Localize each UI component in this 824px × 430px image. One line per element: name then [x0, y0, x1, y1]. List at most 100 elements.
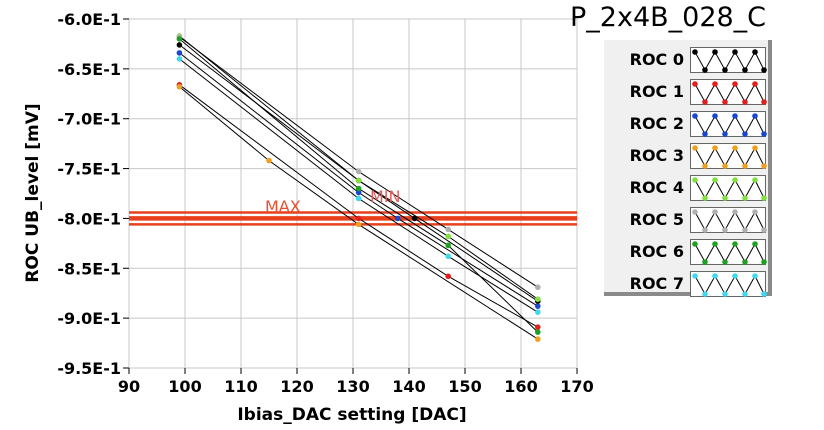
legend-marker — [761, 195, 767, 201]
legend-label: ROC 6 — [629, 242, 684, 261]
series-roc-5 — [176, 34, 541, 291]
data-point — [355, 189, 362, 196]
threshold-lines — [129, 211, 577, 226]
legend-marker — [702, 67, 708, 73]
legend-item: ROC 5 — [604, 204, 772, 236]
data-point — [445, 273, 452, 280]
legend-marker — [752, 241, 758, 247]
legend-marker — [692, 49, 698, 55]
legend-item: ROC 3 — [604, 140, 772, 172]
legend-marker — [742, 259, 748, 265]
series-roc-3 — [176, 84, 541, 342]
legend-marker — [692, 209, 698, 215]
legend-swatch — [690, 207, 767, 233]
legend-label: ROC 1 — [629, 82, 684, 101]
legend-marker — [702, 163, 708, 169]
series-roc-2 — [176, 50, 541, 309]
legend-marker — [752, 273, 758, 279]
legend-marker — [702, 195, 708, 201]
legend-marker — [742, 195, 748, 201]
data-point — [535, 296, 541, 302]
legend-marker — [742, 67, 748, 73]
legend-marker — [752, 209, 758, 215]
legend-swatch — [690, 175, 767, 201]
legend-marker — [761, 227, 767, 233]
legend-marker — [712, 113, 718, 119]
legend-marker — [722, 99, 728, 105]
chart-title: P_2x4B_028_C — [570, 2, 767, 33]
legend-marker — [732, 241, 738, 247]
data-point — [535, 329, 541, 335]
y-axis: -6.0E-1 -6.5E-1 -7.0E-1 -7.5E-1 -8.0E-1 -8.5E… — [57, 10, 129, 378]
legend-line — [694, 274, 765, 296]
legend-item: ROC 4 — [604, 172, 772, 204]
legend-label: ROC 3 — [629, 146, 684, 165]
x-tick-label: 170 — [560, 377, 593, 396]
legend-marker — [752, 49, 758, 55]
data-point — [355, 185, 362, 192]
legend-marker — [702, 259, 708, 265]
legend-line — [694, 50, 765, 72]
legend-swatch — [690, 271, 767, 297]
legend-marker — [722, 67, 728, 73]
series-line — [179, 44, 539, 302]
legend-swatch — [690, 239, 767, 265]
series-roc-1 — [176, 82, 541, 330]
legend-marker — [742, 227, 748, 233]
data-point — [535, 336, 541, 342]
legend-item: ROC 7 — [604, 268, 772, 300]
y-tick-label: -8.0E-1 — [57, 209, 121, 228]
x-tick-label: 120 — [280, 377, 313, 396]
legend-marker — [761, 163, 767, 169]
y-tick-label: -9.0E-1 — [57, 309, 121, 328]
legend-marker — [722, 195, 728, 201]
legend-marker — [712, 145, 718, 151]
legend-swatch — [690, 111, 767, 137]
series-roc-6 — [176, 36, 541, 335]
legend-marker — [722, 131, 728, 137]
legend-marker — [702, 99, 708, 105]
legend-label: ROC 2 — [629, 114, 684, 133]
x-tick-label: 150 — [448, 377, 481, 396]
legend-marker — [722, 259, 728, 265]
legend-line — [694, 114, 765, 136]
data-point — [445, 226, 452, 233]
legend-line — [694, 178, 765, 200]
legend-item: ROC 2 — [604, 108, 772, 140]
legend-marker — [732, 177, 738, 183]
legend-marker — [732, 145, 738, 151]
legend-swatch — [690, 79, 767, 105]
legend-marker — [712, 177, 718, 183]
legend-marker — [692, 241, 698, 247]
legend-line — [694, 242, 765, 264]
threshold-label-max: MAX — [265, 197, 301, 216]
legend-marker — [692, 81, 698, 87]
legend-line — [694, 210, 765, 232]
x-axis: 90 100 110 120 130 140 150 160 170 — [118, 368, 594, 396]
legend-marker — [722, 227, 728, 233]
y-tick-label: -7.0E-1 — [57, 110, 121, 129]
legend-marker — [722, 163, 728, 169]
legend-marker — [692, 113, 698, 119]
grid — [128, 18, 578, 369]
data-point — [535, 309, 541, 315]
data-point — [535, 284, 541, 291]
threshold-label-min: MIN — [370, 187, 401, 206]
legend-item: ROC 1 — [604, 76, 772, 108]
data-point — [355, 221, 362, 228]
legend-marker — [761, 67, 767, 73]
series-roc-7 — [176, 56, 541, 315]
y-tick-label: -7.5E-1 — [57, 160, 121, 179]
legend-label: ROC 4 — [629, 178, 684, 197]
legend-marker — [692, 273, 698, 279]
series-line — [179, 52, 539, 307]
data-point — [395, 215, 401, 222]
legend-marker — [742, 291, 748, 297]
legend-marker — [712, 273, 718, 279]
legend-swatch — [690, 47, 767, 73]
legend-marker — [692, 145, 698, 151]
legend-swatch — [690, 143, 767, 169]
legend-marker — [752, 113, 758, 119]
series-line — [179, 36, 539, 288]
legend-label: ROC 0 — [629, 50, 684, 69]
